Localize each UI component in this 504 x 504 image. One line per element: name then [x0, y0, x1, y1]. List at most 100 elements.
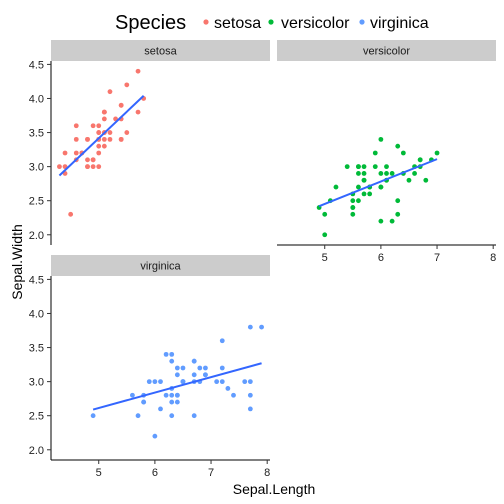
data-point-virginica — [130, 392, 135, 398]
data-point-versicolor — [350, 198, 356, 204]
data-point-virginica — [158, 406, 163, 412]
data-point-setosa — [107, 130, 113, 135]
strip-label-setosa: setosa — [144, 46, 177, 58]
data-point-virginica — [90, 413, 96, 419]
data-point-versicolor — [361, 191, 367, 197]
legend-label-setosa: setosa — [214, 15, 261, 32]
data-point-versicolor — [423, 177, 429, 183]
data-point-versicolor — [356, 198, 361, 204]
y-tick-label: 2.0 — [29, 445, 44, 457]
y-tick-label: 4.5 — [29, 274, 44, 286]
data-point-versicolor — [361, 171, 367, 176]
x-axis-title: Sepal.Length — [233, 481, 316, 497]
data-point-versicolor — [395, 198, 401, 204]
data-point-setosa — [68, 211, 74, 217]
data-point-versicolor — [356, 184, 361, 190]
strip-versicolor — [277, 40, 496, 61]
data-point-setosa — [90, 157, 96, 163]
y-tick-label: 4.0 — [29, 308, 44, 320]
data-point-virginica — [247, 379, 253, 385]
strip-setosa — [51, 40, 270, 61]
data-point-versicolor — [400, 150, 406, 156]
data-point-virginica — [247, 324, 253, 330]
data-point-virginica — [146, 379, 152, 385]
data-point-versicolor — [378, 184, 384, 190]
data-point-setosa — [90, 123, 96, 129]
data-point-setosa — [101, 116, 107, 122]
facet-setosa: setosa 2.0 2.5 3.0 3.5 4.0 4.5 — [29, 40, 270, 245]
data-point-setosa — [96, 164, 102, 170]
legend-title: Species — [115, 12, 186, 34]
data-point-virginica — [169, 399, 175, 405]
data-point-setosa — [73, 150, 79, 156]
data-point-virginica — [174, 392, 180, 398]
x-tick-label: 6 — [152, 467, 158, 479]
data-point-virginica — [152, 379, 158, 385]
data-point-versicolor — [322, 211, 328, 217]
data-point-setosa — [73, 136, 79, 142]
data-point-virginica — [247, 392, 253, 398]
data-point-versicolor — [356, 171, 361, 176]
data-point-virginica — [242, 379, 248, 385]
y-tick-label: 2.0 — [29, 230, 44, 242]
legend-label-virginica: virginica — [370, 15, 429, 32]
data-point-versicolor — [372, 150, 378, 156]
data-point-setosa — [73, 123, 79, 129]
data-point-setosa — [85, 164, 90, 170]
x-tick-label: 7 — [434, 252, 440, 264]
data-point-virginica — [225, 386, 231, 391]
y-tick-label: 4.0 — [29, 93, 44, 105]
data-point-virginica — [259, 324, 264, 330]
data-point-setosa — [101, 143, 107, 149]
data-point-virginica — [247, 406, 253, 412]
data-point-virginica — [174, 399, 180, 405]
legend: Species setosa versicolor virginica — [115, 12, 429, 34]
facet-versicolor: versicolor 5 6 7 8 — [277, 40, 496, 264]
data-point-setosa — [107, 89, 113, 95]
data-point-setosa — [96, 150, 102, 156]
data-point-virginica — [169, 392, 175, 398]
data-point-setosa — [118, 136, 124, 142]
data-point-setosa — [96, 143, 102, 149]
data-point-setosa — [62, 150, 68, 156]
data-point-versicolor — [322, 232, 328, 238]
data-point-versicolor — [389, 171, 395, 176]
data-point-versicolor — [350, 211, 356, 217]
data-point-virginica — [141, 399, 147, 405]
data-point-versicolor — [384, 164, 389, 170]
data-point-setosa — [57, 164, 62, 170]
data-point-virginica — [152, 433, 158, 439]
y-tick-label: 4.5 — [29, 59, 44, 71]
data-point-versicolor — [406, 177, 412, 183]
data-point-versicolor — [389, 218, 395, 224]
data-point-virginica — [169, 358, 175, 364]
data-point-versicolor — [378, 171, 384, 176]
data-point-versicolor — [350, 205, 356, 210]
data-point-versicolor — [361, 164, 367, 170]
data-point-virginica — [214, 379, 220, 385]
data-point-versicolor — [361, 177, 367, 183]
y-tick-label: 3.0 — [29, 377, 44, 389]
data-point-virginica — [163, 351, 169, 357]
data-point-versicolor — [367, 191, 373, 197]
data-point-versicolor — [395, 211, 401, 217]
y-tick-label: 3.5 — [29, 128, 44, 140]
data-point-virginica — [197, 365, 203, 371]
y-tick-label: 2.5 — [29, 411, 44, 423]
x-tick-label: 8 — [490, 252, 496, 264]
x-tick-label: 6 — [378, 252, 384, 264]
data-point-versicolor — [384, 171, 389, 176]
y-tick-label: 2.5 — [29, 196, 44, 208]
data-point-virginica — [174, 372, 180, 378]
data-point-setosa — [135, 68, 141, 74]
data-point-setosa — [118, 102, 124, 108]
data-point-versicolor — [417, 157, 423, 163]
x-tick-label: 7 — [208, 467, 214, 479]
data-point-versicolor — [333, 184, 339, 190]
legend-key-setosa — [203, 19, 209, 25]
data-point-virginica — [163, 392, 169, 398]
data-point-virginica — [191, 413, 197, 419]
data-point-virginica — [174, 365, 180, 371]
